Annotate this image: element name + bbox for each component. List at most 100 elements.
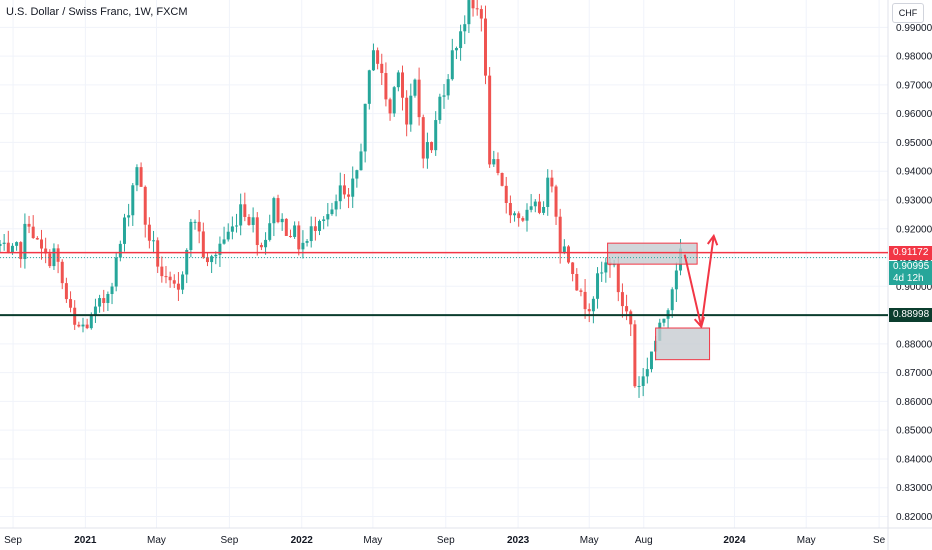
candle-body bbox=[60, 261, 64, 284]
candle-body bbox=[189, 221, 193, 250]
candle-body bbox=[77, 324, 81, 327]
projection-arrowhead-down bbox=[693, 316, 705, 329]
candle-body bbox=[550, 177, 554, 187]
price-tick-label: 0.90000 bbox=[896, 282, 932, 293]
candle-body bbox=[106, 294, 110, 303]
candle-body bbox=[629, 311, 633, 325]
time-tick-label: Sep bbox=[221, 535, 239, 546]
candle-body bbox=[401, 72, 404, 98]
candle-body bbox=[259, 245, 263, 248]
candle-body bbox=[255, 217, 259, 246]
candle-body bbox=[359, 151, 363, 171]
candle-body bbox=[98, 298, 102, 307]
support-zone bbox=[655, 327, 711, 361]
candle-body bbox=[562, 246, 566, 253]
time-tick-label: May bbox=[797, 535, 816, 546]
support-price-label: 0.88998 bbox=[889, 308, 932, 323]
candle-body bbox=[168, 276, 172, 281]
candle-body bbox=[110, 286, 114, 295]
candle-body bbox=[305, 241, 309, 243]
candle-body bbox=[380, 63, 384, 74]
projection-arrowhead-up bbox=[706, 233, 719, 246]
candle-body bbox=[251, 217, 255, 225]
time-tick-label: 2023 bbox=[507, 535, 530, 546]
candle-body bbox=[243, 204, 247, 217]
candle-body bbox=[48, 253, 52, 267]
candle-body bbox=[276, 198, 280, 223]
candle-body bbox=[218, 243, 222, 255]
candle-body bbox=[425, 142, 429, 159]
candle-body bbox=[0, 243, 2, 247]
currency-button[interactable]: CHF bbox=[892, 3, 924, 23]
price-tick-label: 0.84000 bbox=[896, 454, 932, 465]
candle-body bbox=[226, 231, 230, 240]
candle-body bbox=[554, 186, 558, 217]
candle-body bbox=[521, 218, 525, 221]
candle-body bbox=[396, 72, 400, 88]
candle-body bbox=[280, 218, 284, 223]
candle-body bbox=[19, 242, 23, 260]
candle-body bbox=[587, 309, 591, 312]
candle-body bbox=[85, 324, 89, 329]
price-tick-label: 0.98000 bbox=[896, 52, 932, 63]
candle-body bbox=[193, 221, 197, 223]
candle-body bbox=[64, 283, 68, 300]
candle-body bbox=[326, 214, 330, 220]
candle-body bbox=[363, 103, 367, 152]
candle-body bbox=[479, 9, 483, 19]
candle-body bbox=[135, 167, 139, 186]
candle-body bbox=[645, 369, 649, 377]
time-tick-label: Sep bbox=[437, 535, 455, 546]
candle-body bbox=[604, 262, 608, 273]
candle-body bbox=[600, 272, 604, 274]
candle-body bbox=[488, 75, 492, 165]
candle-body bbox=[616, 263, 620, 293]
candle-body bbox=[450, 50, 454, 80]
candle-body bbox=[201, 231, 205, 258]
candle-body bbox=[293, 225, 297, 237]
candle-body bbox=[596, 273, 600, 299]
candle-body bbox=[376, 50, 380, 64]
candle-body bbox=[2, 242, 6, 244]
candle-body bbox=[35, 238, 39, 240]
candle-body bbox=[40, 239, 43, 249]
candle-body bbox=[591, 298, 595, 312]
candle-body bbox=[392, 87, 396, 114]
candle-body bbox=[533, 201, 537, 207]
candle-body bbox=[434, 120, 438, 151]
candle-body bbox=[508, 203, 512, 216]
price-tick-label: 0.88000 bbox=[896, 339, 932, 350]
candle-body bbox=[463, 24, 467, 32]
price-tick-label: 0.87000 bbox=[896, 368, 932, 379]
symbol-title[interactable]: U.S. Dollar / Swiss Franc, 1W, FXCM bbox=[6, 6, 188, 18]
candle-body bbox=[152, 240, 156, 242]
current-price-label: 0.90995 4d 12h bbox=[889, 260, 932, 285]
candle-body bbox=[230, 226, 234, 232]
candle-body bbox=[421, 117, 425, 159]
resistance-zone bbox=[607, 242, 698, 265]
price-tick-label: 0.92000 bbox=[896, 224, 932, 235]
candle-body bbox=[575, 273, 579, 291]
candle-body bbox=[131, 185, 135, 216]
price-tick-label: 0.85000 bbox=[896, 426, 932, 437]
candle-body bbox=[309, 226, 313, 242]
candle-body bbox=[322, 219, 326, 221]
candle-body bbox=[93, 306, 97, 315]
candle-body bbox=[181, 274, 185, 290]
candle-body bbox=[69, 299, 73, 308]
candle-body bbox=[147, 224, 151, 241]
candle-body bbox=[52, 248, 56, 267]
candle-body bbox=[56, 248, 60, 262]
candle-body bbox=[566, 246, 570, 263]
price-tick-label: 0.94000 bbox=[896, 167, 932, 178]
candle-body bbox=[160, 266, 164, 277]
candle-body bbox=[10, 245, 14, 253]
candle-body bbox=[27, 223, 31, 227]
candle-body bbox=[164, 276, 168, 278]
candle-body bbox=[197, 221, 201, 232]
candle-body bbox=[446, 79, 450, 96]
time-tick-label: 2021 bbox=[74, 535, 97, 546]
candle-body bbox=[405, 97, 409, 125]
bar-countdown: 4d 12h bbox=[893, 272, 924, 284]
